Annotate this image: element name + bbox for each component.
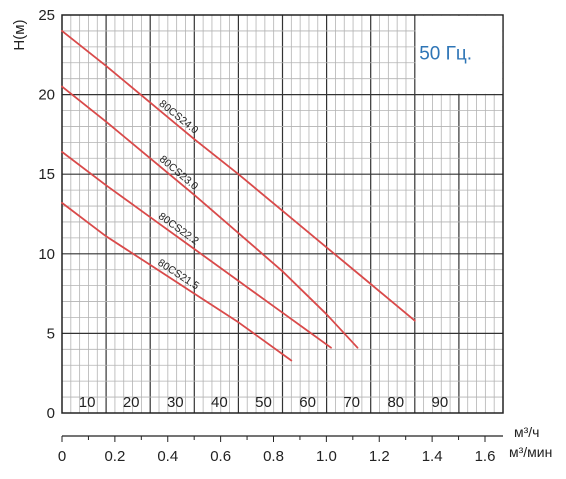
- x-tick-label-bottom: 1.0: [316, 448, 337, 465]
- series-line-2: [61, 85, 359, 349]
- tick-labels: 0 5 10 15 20 25 10 20 30 40 50 60 70 80 90: [38, 7, 448, 422]
- x-tick-label-top: 30: [167, 394, 184, 411]
- plot-border: [61, 14, 504, 414]
- y-tick-label: 20: [38, 87, 55, 104]
- y-tick-label: 10: [38, 246, 55, 263]
- x-tick-label-top: 50: [255, 394, 272, 411]
- series-line-1: [61, 30, 416, 322]
- x-tick-label-bottom: 0.6: [210, 448, 231, 465]
- x-tick-label-top: 80: [387, 394, 404, 411]
- x-tick-label-bottom: 1.6: [475, 448, 496, 465]
- x-tick-label-top: 40: [211, 394, 228, 411]
- x-tick-label-bottom: 1.4: [422, 448, 443, 465]
- x-tick-label-bottom: 0.2: [104, 448, 125, 465]
- x-tick-label-bottom: 0.4: [157, 448, 178, 465]
- frequency-annotation: 50 Гц.: [419, 44, 472, 65]
- x-tick-label-top: 60: [299, 394, 316, 411]
- y-tick-label: 25: [38, 7, 55, 24]
- y-tick-label: 5: [47, 325, 55, 342]
- grid: [62, 15, 503, 413]
- x-unit-top-label: м³/ч: [514, 424, 539, 440]
- x-tick-label-top: 90: [432, 394, 449, 411]
- x-tick-label-top: 10: [79, 394, 96, 411]
- series-line-3: [61, 151, 332, 349]
- bottom-axis: 0 0.2 0.4 0.6 0.8 1.0 1.2 1.4 1.6: [58, 435, 503, 465]
- frequency-label-box: [415, 15, 503, 94]
- y-axis-label: H(м): [11, 19, 28, 50]
- x-tick-label-bottom: 1.2: [369, 448, 390, 465]
- series-line-4: [61, 202, 293, 362]
- x-tick-label-top: 70: [343, 394, 360, 411]
- x-tick-label-bottom: 0: [58, 448, 66, 465]
- x-tick-label-top: 20: [123, 394, 140, 411]
- y-tick-label: 0: [47, 405, 55, 422]
- x-unit-bottom-label: м³/мин: [509, 444, 552, 460]
- x-tick-label-bottom: 0.8: [263, 448, 284, 465]
- y-tick-label: 15: [38, 166, 55, 183]
